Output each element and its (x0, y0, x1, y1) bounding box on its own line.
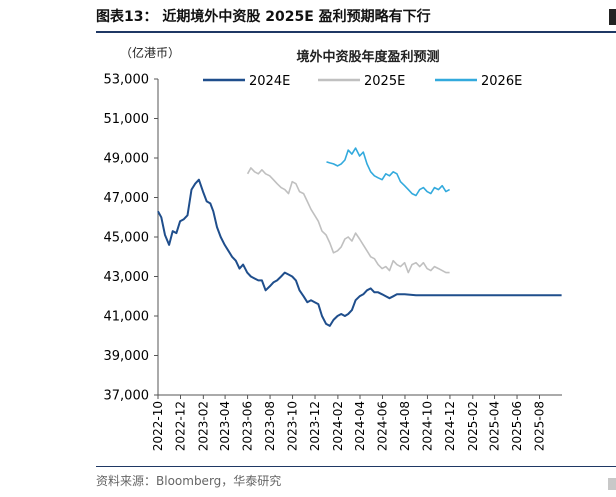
y-tick-label: 41,000 (104, 310, 150, 325)
x-tick-label: 2024-04 (353, 401, 367, 451)
series-line-2026E (326, 147, 450, 197)
y-tick-label: 51,000 (104, 112, 150, 127)
x-tick-label: 2022-12 (173, 401, 187, 451)
legend-label-2025E: 2025E (364, 74, 405, 89)
x-tick-label: 2025-04 (488, 401, 502, 451)
chart-series (157, 147, 562, 327)
x-tick-label: 2025-02 (466, 401, 480, 451)
x-tick-label: 2024-08 (398, 401, 412, 451)
x-tick-label: 2023-04 (218, 401, 232, 451)
x-tick-label: 2024-02 (331, 401, 345, 451)
figure-title: 图表13： 近期境外中资股 2025E 盈利预期略有下行 (96, 9, 431, 25)
unit-label: （亿港币） (120, 46, 181, 60)
title-rule (96, 31, 616, 33)
chart-axes: 37,000 39,000 41,000 43,000 45,000 47,000 49,0… (104, 73, 562, 451)
series-line-2025E (246, 167, 450, 274)
y-tick-label: 47,000 (104, 191, 150, 206)
y-tick-label: 53,000 (104, 73, 150, 88)
x-tick-label: 2024-12 (443, 401, 457, 451)
x-tick-label: 2025-08 (533, 401, 547, 451)
x-tick-label: 2022-10 (151, 401, 165, 451)
source-note: 资料来源：Bloomberg，华泰研究 (96, 474, 282, 488)
x-tick-label: 2023-08 (263, 401, 277, 451)
x-tick-label: 2023-02 (196, 401, 210, 451)
x-tick-label: 2024-10 (420, 401, 434, 451)
legend-label-2026E: 2026E (481, 74, 522, 89)
chart-legend: 2024E 2025E 2026E (203, 74, 522, 89)
page-edge-mark (609, 9, 616, 25)
x-tick-label: 2023-12 (308, 401, 322, 451)
y-tick-label: 37,000 (104, 389, 150, 404)
series-line-2024E (157, 178, 562, 327)
x-tick-label: 2023-10 (286, 401, 300, 451)
legend-label-2024E: 2024E (249, 74, 290, 89)
x-tick-label: 2025-06 (510, 401, 524, 451)
chart-title: 境外中资股年度盈利预测 (296, 50, 440, 65)
y-tick-label: 49,000 (104, 152, 150, 167)
page-edge-mark-bottom (608, 478, 616, 490)
y-tick-label: 39,000 (104, 349, 150, 364)
x-tick-label: 2023-06 (241, 401, 255, 451)
y-tick-label: 43,000 (104, 270, 150, 285)
y-tick-label: 45,000 (104, 231, 150, 246)
x-tick-label: 2024-06 (375, 401, 389, 451)
bottom-rule (96, 466, 616, 467)
